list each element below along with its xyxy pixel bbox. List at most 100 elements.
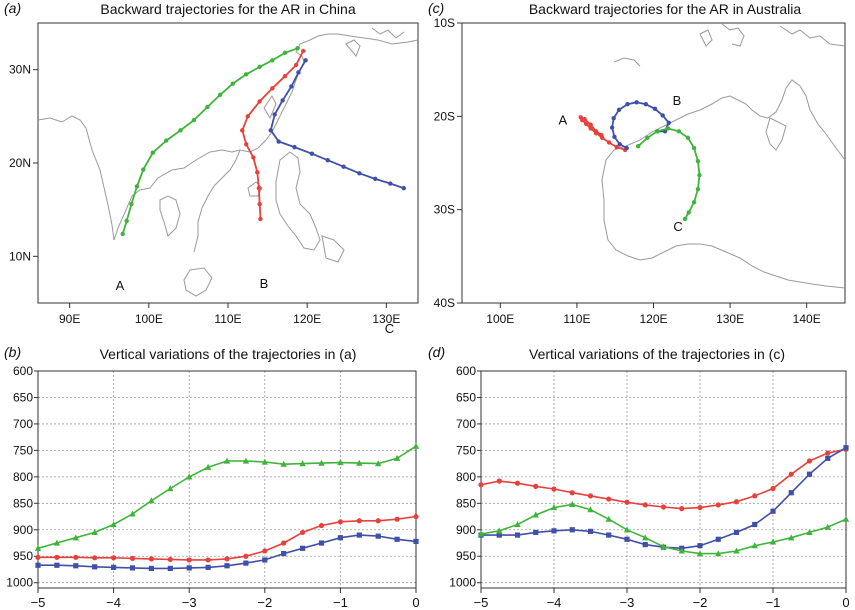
chart-d-point-circle	[587, 493, 594, 499]
panel-a-tag: (a)	[4, 0, 22, 16]
chart-d-xtick-label: 0	[842, 595, 849, 610]
map-a-trajectory-C	[269, 59, 404, 190]
chart-b-xtick-label: −2	[257, 595, 272, 610]
chart-b-point-triangle	[318, 459, 325, 466]
chart-d-point-triangle	[550, 504, 558, 511]
map-a-trajectory-point	[124, 218, 129, 224]
chart-b-point-square	[73, 563, 79, 569]
map-a-trajectory-point	[292, 144, 297, 150]
map-c-trajectory-point	[645, 135, 650, 140]
chart-d-point-circle	[496, 478, 502, 484]
vertical-chart-b: 600 650 700 750 800 850 900 950 1000 −5 −4 −3 −2 −1 0	[6, 364, 419, 610]
chart-d-point-square	[569, 527, 575, 533]
map-a-trajectory-point	[373, 176, 378, 182]
chart-d-point-circle	[569, 490, 575, 496]
chart-b-point-triangle	[412, 442, 420, 449]
chart-d-point-circle	[660, 504, 667, 510]
map-a-trajectory-point	[341, 164, 346, 169]
chart-b-xtick-label: −1	[333, 595, 348, 610]
chart-d-point-square	[496, 532, 502, 538]
map-c-ytick-label: 10S	[434, 16, 455, 30]
chart-d-point-square	[642, 542, 648, 548]
chart-d-ytick-label: 700	[456, 417, 476, 431]
map-c-trajectory-point	[686, 210, 691, 215]
map-c-trajectory-point	[655, 129, 660, 134]
map-australia: 100E 110E 120E 130E 140E 10S 20S 30S 40S A B C	[434, 16, 846, 326]
chart-b-point-square	[167, 565, 173, 572]
chart-d-point-circle	[478, 482, 484, 488]
chart-d-point-triangle	[623, 526, 631, 533]
map-c-ytick-label: 20S	[434, 109, 455, 123]
chart-b-ytick-label: 750	[13, 443, 33, 457]
chart-d-point-square	[697, 543, 703, 549]
map-a-label-C: C	[385, 321, 394, 336]
chart-d-xtick-label: −5	[474, 595, 489, 610]
chart-b-plot-bg	[38, 371, 416, 588]
chart-b-point-circle	[54, 554, 60, 560]
chart-b-frame	[37, 370, 417, 589]
chart-d-point-circle	[697, 504, 703, 511]
chart-d-xtick-label: −1	[766, 595, 781, 610]
chart-d-point-square	[843, 445, 849, 451]
map-c-trajectory-point	[643, 102, 649, 107]
chart-d-point-triangle	[496, 527, 503, 534]
chart-b-point-circle	[92, 555, 98, 561]
chart-b-point-circle	[224, 556, 230, 562]
chart-b-point-square	[318, 540, 325, 546]
map-c-axes: 100E 110E 120E 130E 140E 10S 20S 30S 40S	[434, 16, 821, 326]
chart-b-point-square	[281, 550, 287, 557]
chart-d-point-triangle	[696, 550, 704, 557]
map-a-trajectory-point	[296, 70, 301, 75]
map-a-ytick-label: 30N	[9, 63, 31, 77]
chart-b-point-circle	[243, 553, 249, 559]
panel-d-tag: (d)	[428, 344, 446, 360]
chart-d-point-square	[514, 532, 521, 538]
map-c-xtick-label: 100E	[486, 312, 514, 326]
chart-b-ytick-label: 650	[13, 390, 33, 404]
map-c-xtick-label: 110E	[563, 312, 590, 326]
map-a-xtick-label: 110E	[214, 312, 241, 326]
map-a-trajectory-point	[293, 62, 299, 68]
chart-b-point-square	[148, 565, 154, 572]
chart-d-point-square	[825, 455, 831, 461]
chart-d-ytick-label: 950	[456, 549, 476, 563]
chart-b-point-circle	[281, 540, 287, 546]
chart-b-point-triangle	[72, 534, 79, 541]
chart-b-point-square	[262, 557, 268, 563]
chart-b-point-triangle	[129, 510, 136, 517]
map-c-trajectory-point	[609, 125, 615, 130]
map-a-label-B: B	[260, 276, 269, 291]
map-c-trajectory-point	[625, 102, 630, 107]
chart-b-point-triangle	[91, 529, 98, 536]
map-c-trajectory-point	[695, 158, 701, 164]
map-c-trajectory-point	[691, 145, 697, 151]
chart-d-point-triangle	[532, 511, 539, 518]
chart-b-point-square	[54, 562, 60, 568]
chart-d-ytick-label: 600	[456, 364, 476, 378]
chart-b-point-circle	[129, 555, 136, 561]
map-a-trajectory-point	[191, 117, 197, 123]
map-c-label-C: C	[673, 219, 682, 234]
chart-b-point-circle	[300, 529, 306, 536]
chart-d-point-triangle	[733, 547, 740, 554]
chart-b-point-square	[337, 535, 343, 541]
chart-b-point-circle	[148, 556, 154, 562]
map-c-trajectory-point	[588, 126, 593, 131]
chart-d-point-triangle	[715, 550, 722, 557]
chart-d-point-square	[551, 528, 557, 534]
map-a-trajectory-point	[257, 64, 262, 70]
chart-b-xtick-label: −5	[31, 595, 46, 610]
map-c-trajectory-point	[635, 144, 641, 149]
chart-d-plot-bg	[481, 371, 846, 588]
map-a-trajectory-point	[230, 81, 235, 86]
map-a-trajectory-point	[217, 92, 223, 98]
map-a-label-A: A	[116, 278, 125, 293]
chart-d-point-square	[587, 528, 594, 534]
map-c-trajectory-point	[583, 121, 589, 127]
chart-d-point-circle	[770, 485, 776, 492]
chart-b-point-triangle	[167, 485, 174, 492]
panel-a-title: Backward trajectories for the AR in Chin…	[100, 1, 356, 17]
chart-d-ytick-label: 850	[456, 496, 476, 510]
vertical-chart-d: 600 650 700 750 800 850 900 950 1000 −5 −4 −3 −2 −1 0	[449, 364, 849, 610]
chart-d-point-circle	[606, 496, 612, 502]
